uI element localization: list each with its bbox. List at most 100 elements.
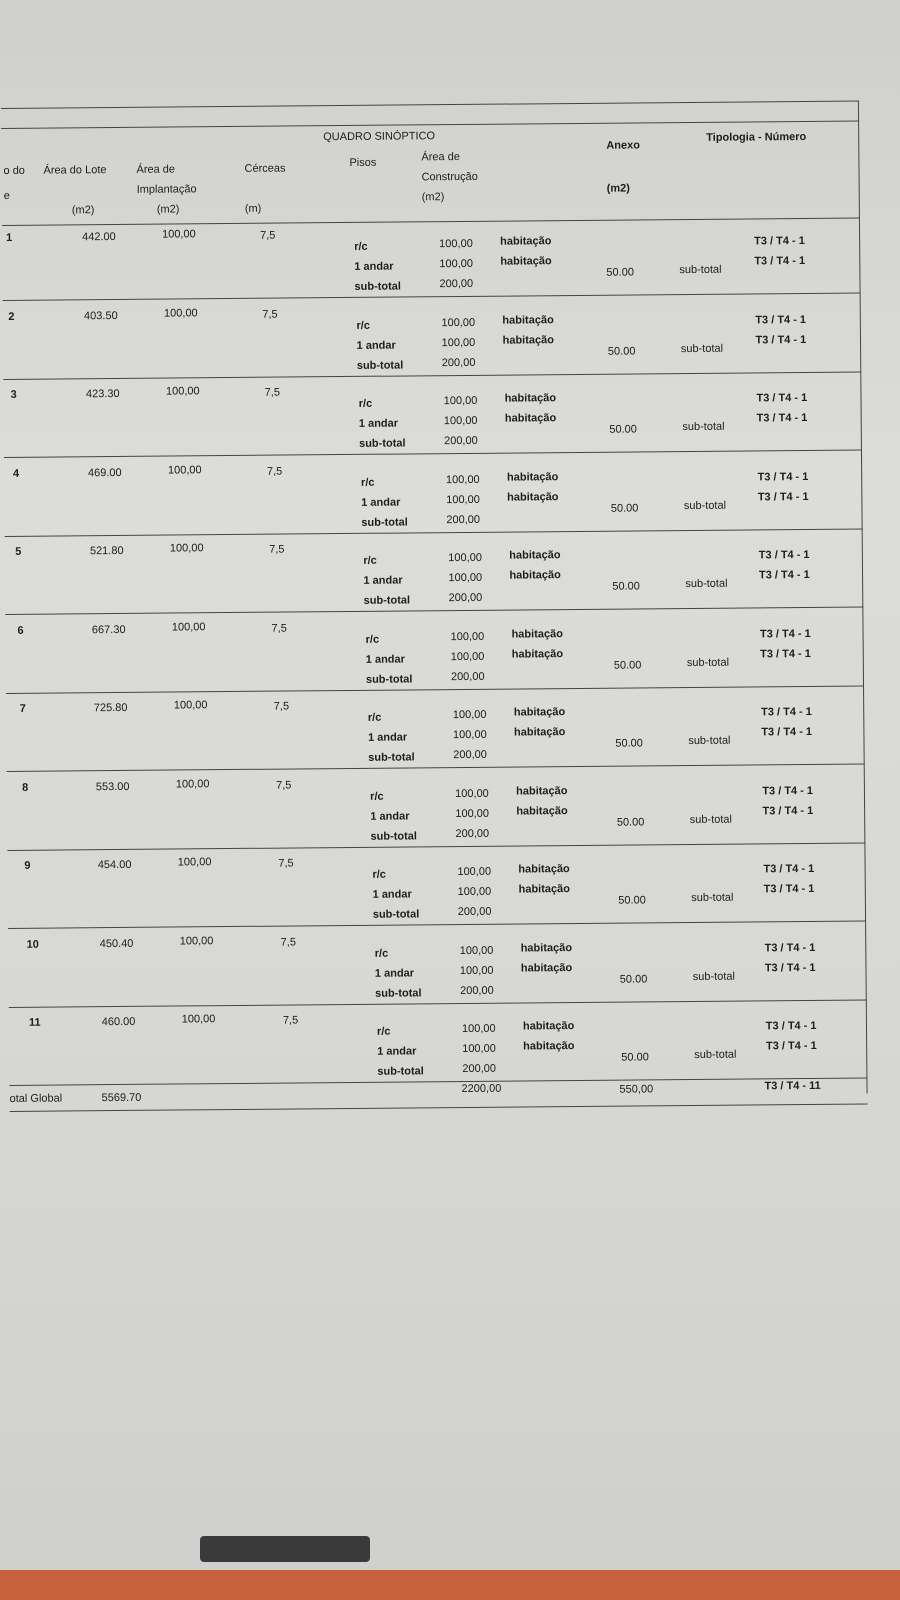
rule [8,998,867,1008]
typology: T3 / T4 - 1 [762,804,814,817]
column-header: o do [3,164,25,177]
floor: 1 andar [363,574,403,587]
floor: r/c [372,868,386,881]
floor: sub-total [365,672,413,686]
rule [7,841,866,851]
typology: T3 / T4 - 1 [760,647,811,660]
implantation-area: 100,00 [177,856,212,869]
subtotal-label: sub-total [682,420,725,434]
floor-use: habitação [513,726,566,739]
cercea: 7,5 [269,543,285,556]
floor-use: habitação [502,313,554,327]
rule [6,763,865,772]
floor-area: 200,00 [450,670,485,683]
annex-area: 50.00 [618,894,646,907]
lot-area: 423.30 [85,387,120,401]
implantation-area: 100,00 [181,1013,216,1026]
floor-use: habitação [509,549,561,562]
floor: sub-total [372,908,420,921]
annex-area: 50.00 [609,423,637,436]
lot-number: 3 [10,388,17,401]
typology: T3 / T4 - 1 [755,333,807,346]
column-header: Tipologia - Número [706,130,807,144]
lot-area: 725.80 [93,701,128,715]
typology: T3 / T4 - 1 [757,490,809,503]
floor-use: habitação [511,647,564,661]
implantation-area: 100,00 [162,228,196,241]
annex-area: 50.00 [612,580,640,593]
floor-area: 200,00 [448,591,483,605]
implantation-area: 100,00 [179,934,214,947]
annex-area: 50.00 [610,501,639,515]
typology: T3 / T4 - 1 [754,234,805,248]
implantation-area: 100,00 [165,385,200,398]
lot-number: 10 [26,938,39,951]
lot-number: 2 [8,310,15,323]
floor: 1 andar [367,731,408,744]
floor-use: habitação [522,1020,575,1033]
lot-area: 442.00 [82,230,116,244]
floor: r/c [370,790,384,803]
floor: r/c [360,476,375,489]
floor-area: 100,00 [443,414,478,428]
cercea: 7,5 [266,465,283,478]
floor: sub-total [377,1065,424,1078]
floor: sub-total [356,358,404,372]
total-construction: 2200,00 [461,1082,502,1095]
rule [857,100,868,1094]
typology: T3 / T4 - 1 [758,548,810,562]
floor: sub-total [370,829,418,843]
floor: 1 andar [361,496,401,509]
typology: T3 / T4 - 1 [765,1039,817,1053]
floor: 1 andar [372,888,412,901]
floor-use: habitação [504,412,557,425]
floor: 1 andar [370,809,410,823]
floor: r/c [358,397,373,410]
column-header: Área de [136,163,176,176]
floor-area: 200,00 [446,513,481,526]
lot-area: 553.00 [95,780,130,793]
rule [3,370,862,380]
typology: T3 / T4 - 1 [756,411,808,425]
cercea: 7,5 [282,1014,299,1027]
column-header: Pisos [349,156,377,169]
rule [3,449,862,458]
cercea: 7,5 [280,935,296,949]
typology: T3 / T4 - 1 [758,568,810,582]
floor-use: habitação [500,235,552,248]
floor-area: 100,00 [443,394,478,408]
floor-use: habitação [507,490,559,504]
typology: T3 / T4 - 1 [755,313,807,326]
lot-area: 403.50 [83,309,118,322]
lot-number: 9 [24,859,31,872]
typology: T3 / T4 - 1 [754,254,806,268]
floor-area: 200,00 [459,984,494,997]
cercea: 7,5 [262,308,278,321]
floor-area: 100,00 [445,473,480,486]
lot-number: 5 [15,545,22,558]
lot-area: 521.80 [89,544,124,558]
annex-area: 50.00 [616,815,645,829]
floor: 1 andar [356,339,396,352]
subtotal-label: sub-total [691,891,734,905]
floor-area: 200,00 [457,905,492,919]
rule [4,527,863,537]
column-header: Área de [421,150,460,164]
scanner-mark [200,1536,370,1562]
typology: T3 / T4 - 1 [756,391,808,405]
rule [6,684,865,694]
floor-area: 100,00 [450,650,485,663]
floor-use: habitação [504,392,557,405]
floor-area: 100,00 [457,885,492,899]
lot-number: 1 [6,231,13,244]
floor: sub-total [375,986,422,1000]
annex-area: 50.00 [615,737,643,750]
floor-area: 100,00 [441,336,476,349]
floor-area: 200,00 [455,827,490,840]
floor-area: 100,00 [448,551,482,565]
lot-area: 450.40 [99,937,134,950]
cercea: 7,5 [260,229,276,242]
floor: r/c [354,240,368,253]
floor: r/c [365,633,380,646]
floor-area: 100,00 [452,728,487,742]
